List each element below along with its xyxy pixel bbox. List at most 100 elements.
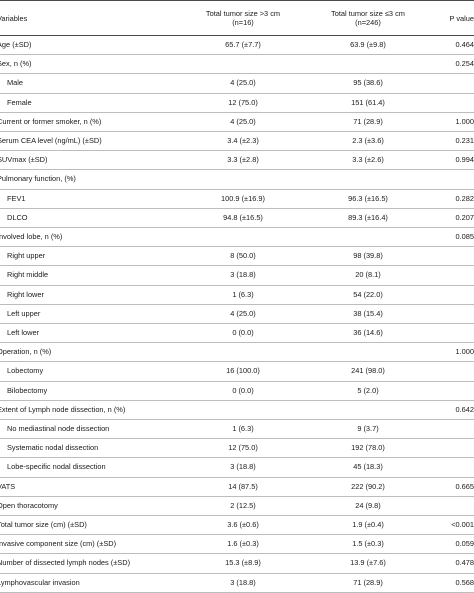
cell-p-value: <0.001 [421, 515, 474, 536]
cell-small-tumor: 1.9 (±0.4) [315, 515, 421, 536]
cell-p-value: 0.059 [421, 534, 474, 555]
cell-small-tumor: 3.3 (±2.6) [315, 150, 421, 171]
row-label: SUVmax (±SD) [0, 150, 171, 171]
header-group-large-tumor: Total tumor size >3 cm (n=16) [171, 0, 315, 36]
cell-small-tumor: 95 (38.6) [315, 73, 421, 94]
header-group-small-tumor-title: Total tumor size ≤3 cm [331, 9, 405, 18]
row-label: Bilobectomy [0, 381, 171, 401]
cell-large-tumor [171, 169, 315, 190]
row-label: Operation, n (%) [0, 342, 171, 363]
header-group-small-tumor: Total tumor size ≤3 cm (n=246) [315, 0, 421, 36]
table-row: VATS14 (87.5)222 (90.2)0.665 [0, 477, 474, 497]
cell-large-tumor: 1.6 (±0.3) [171, 534, 315, 555]
header-row: Variables Total tumor size >3 cm (n=16) … [0, 0, 474, 36]
row-label: Female [0, 93, 171, 113]
row-label: Total tumor size (cm) (±SD) [0, 515, 171, 536]
cell-p-value [421, 265, 474, 286]
row-label: Number of dissected lymph nodes (±SD) [0, 553, 171, 574]
cell-p-value: 1.000 [421, 112, 474, 133]
row-label: Systematic nodal dissection [0, 438, 171, 459]
cell-large-tumor [171, 342, 315, 363]
cell-large-tumor: 4 (25.0) [171, 112, 315, 133]
cell-large-tumor: 3.3 (±2.8) [171, 150, 315, 171]
table-row: Invasive component size (cm) (±SD) 1.6 (±… [0, 534, 474, 555]
row-label: Lymphovascular invasion [0, 573, 171, 593]
cell-small-tumor: 89.3 (±16.4) [315, 208, 421, 229]
cell-large-tumor: 14 (87.5) [171, 477, 315, 497]
table-row: Extent of Lymph node dissection, n (%) 0.… [0, 400, 474, 421]
cell-p-value [421, 93, 474, 113]
header-p-value: P value [421, 0, 474, 36]
cell-p-value [421, 73, 474, 94]
row-label: Open thoracotomy [0, 496, 171, 517]
cell-large-tumor: 3 (18.8) [171, 457, 315, 478]
cell-small-tumor: 38 (15.4) [315, 304, 421, 325]
cell-small-tumor: 151 (61.4) [315, 93, 421, 113]
cell-p-value: 0.282 [421, 189, 474, 209]
row-label: Right middle [0, 265, 171, 286]
table-row: Female 12 (75.0) 151 (61.4) [0, 93, 474, 113]
table-row: Systematic nodal dissection 12 (75.0) 192 … [0, 438, 474, 459]
table-row: FEV1 100.9 (±16.9) 96.3 (±16.5) 0.282 [0, 189, 474, 209]
cell-p-value: 0.207 [421, 208, 474, 229]
row-label: DLCO [0, 208, 171, 229]
cell-p-value [421, 246, 474, 267]
cell-p-value: 0.231 [421, 131, 474, 152]
cell-small-tumor [315, 227, 421, 248]
cell-small-tumor: 2.3 (±3.6) [315, 131, 421, 152]
row-label: Involved lobe, n (%) [0, 227, 171, 248]
cell-p-value [421, 285, 474, 305]
cell-p-value: 0.994 [421, 150, 474, 171]
header-group-large-tumor-title: Total tumor size >3 cm [205, 9, 281, 18]
cell-small-tumor: 1.5 (±0.3) [315, 534, 421, 555]
cell-p-value [421, 381, 474, 401]
cell-large-tumor: 12 (75.0) [171, 438, 315, 459]
row-label: Left upper [0, 304, 171, 325]
cell-large-tumor: 16 (100.0) [171, 361, 315, 382]
table-row: Lobe-specific nodal dissection 3 (18.8) 45… [0, 457, 474, 478]
cell-p-value: 0.642 [421, 400, 474, 421]
cell-large-tumor: 0 (0.0) [171, 323, 315, 344]
cell-p-value: 0.085 [421, 227, 474, 248]
table-row: Pulmonary function, (%) [0, 169, 474, 190]
cell-p-value [421, 457, 474, 478]
cell-large-tumor [171, 227, 315, 248]
header-group-large-tumor-n: (n=16) [232, 18, 254, 27]
table-row: Number of dissected lymph nodes (±SD) 15.… [0, 553, 474, 574]
table-row: Open thoracotomy 2 (12.5) 24 (9.8) [0, 496, 474, 517]
cell-small-tumor: 9 (3.7) [315, 419, 421, 440]
cell-small-tumor: 96.3 (±16.5) [315, 189, 421, 209]
row-label: Lobe-specific nodal dissection [0, 457, 171, 478]
table-row: Right lower 1 (6.3) 54 (22.0) [0, 285, 474, 305]
row-label: Current or former smoker, n (%) [0, 112, 171, 133]
table-row: Involved lobe, n (%) 0.085 [0, 227, 474, 248]
table-row: Left upper 4 (25.0) 38 (15.4) [0, 304, 474, 325]
cell-small-tumor: 192 (78.0) [315, 438, 421, 459]
cell-small-tumor: 71 (28.9) [315, 573, 421, 593]
cell-large-tumor [171, 54, 315, 75]
cell-small-tumor: 20 (8.1) [315, 265, 421, 286]
cell-large-tumor: 3 (18.8) [171, 573, 315, 593]
table-row: SUVmax (±SD) 3.3 (±2.8) 3.3 (±2.6) 0.994 [0, 150, 474, 171]
cell-p-value: 0.478 [421, 553, 474, 574]
cell-p-value [421, 323, 474, 344]
cell-large-tumor: 0 (0.0) [171, 381, 315, 401]
row-label: Left lower [0, 323, 171, 344]
cell-p-value [421, 304, 474, 325]
cell-small-tumor: 63.9 (±9.8) [315, 35, 421, 56]
cell-p-value: 0.568 [421, 573, 474, 593]
cell-p-value: 0.665 [421, 477, 474, 497]
cell-p-value [421, 438, 474, 459]
cell-small-tumor: 5 (2.0) [315, 381, 421, 401]
table-row: Current or former smoker, n (%) 4 (25.0) 7… [0, 112, 474, 133]
row-label: Age (±SD) [0, 35, 171, 56]
cell-small-tumor [315, 54, 421, 75]
cell-large-tumor: 94.8 (±16.5) [171, 208, 315, 229]
cell-large-tumor: 4 (25.0) [171, 304, 315, 325]
cell-small-tumor: 71 (28.9) [315, 112, 421, 133]
table-row: Operation, n (%) 1.000 [0, 342, 474, 363]
cell-small-tumor: 241 (98.0) [315, 361, 421, 382]
row-label: Sex, n (%) [0, 54, 171, 75]
cell-p-value [421, 361, 474, 382]
cell-large-tumor: 100.9 (±16.9) [171, 189, 315, 209]
